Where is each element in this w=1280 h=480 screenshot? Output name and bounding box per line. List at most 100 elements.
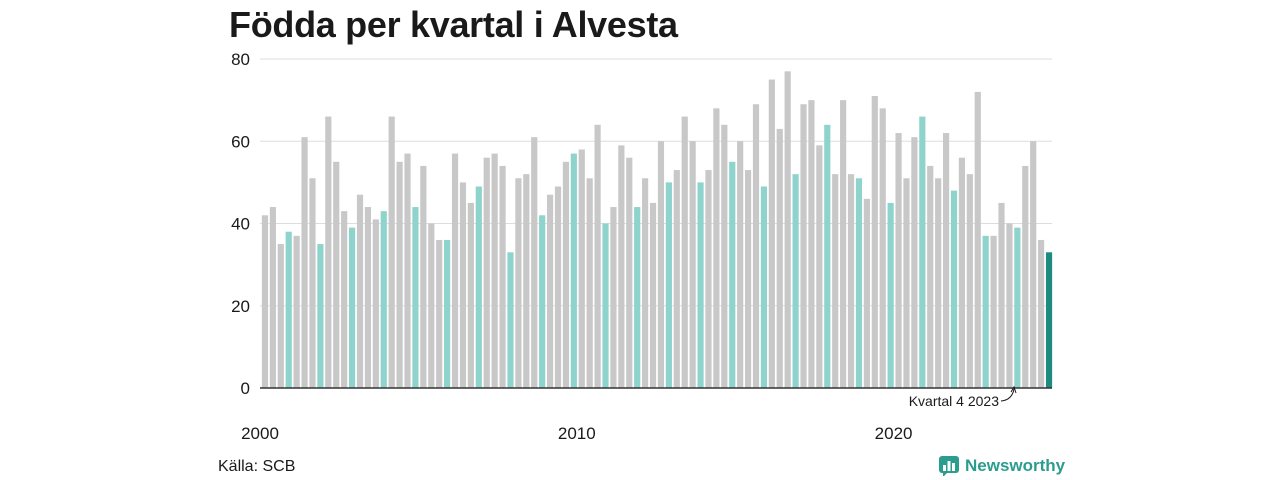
bar bbox=[380, 211, 387, 388]
bar bbox=[531, 137, 538, 388]
bars bbox=[261, 71, 1053, 389]
x-tick-label: 2020 bbox=[875, 424, 913, 443]
bar bbox=[261, 215, 269, 388]
bar bbox=[705, 170, 712, 388]
bar bbox=[475, 186, 482, 388]
y-tick-label: 60 bbox=[231, 132, 250, 151]
annotation-arrow bbox=[1000, 388, 1015, 402]
bar bbox=[586, 178, 593, 388]
bar bbox=[412, 207, 419, 388]
bar bbox=[808, 100, 815, 389]
bar bbox=[626, 157, 633, 388]
bar bbox=[483, 157, 490, 388]
bar bbox=[911, 137, 918, 388]
y-axis-ticks: 0 20 40 60 80 bbox=[231, 50, 250, 398]
bar bbox=[1006, 223, 1013, 388]
bar bbox=[713, 108, 720, 388]
bar bbox=[784, 71, 791, 388]
bar bbox=[942, 133, 950, 388]
bar bbox=[903, 178, 910, 388]
bar bbox=[998, 202, 1005, 388]
bar bbox=[935, 178, 942, 388]
bar bbox=[436, 239, 443, 388]
bar bbox=[974, 91, 981, 389]
bar-chart-icon bbox=[939, 456, 959, 476]
bar bbox=[546, 194, 554, 388]
bar bbox=[649, 202, 657, 388]
x-axis-ticks: 2000 2010 2020 bbox=[241, 424, 912, 443]
bar bbox=[634, 207, 641, 388]
bar bbox=[887, 202, 894, 388]
bar bbox=[855, 178, 863, 388]
bar bbox=[681, 116, 688, 388]
bar bbox=[816, 145, 823, 388]
bar bbox=[491, 153, 498, 388]
bar bbox=[665, 182, 672, 389]
annotation-arrowhead bbox=[1010, 385, 1017, 394]
bar bbox=[467, 202, 474, 388]
bar bbox=[396, 161, 403, 388]
bar bbox=[776, 128, 783, 388]
bar bbox=[673, 170, 680, 388]
bar bbox=[1038, 239, 1045, 388]
brand-logo[interactable]: Newsworthy bbox=[939, 456, 1065, 476]
bar bbox=[364, 207, 372, 388]
bar bbox=[618, 145, 625, 388]
bar bbox=[317, 244, 324, 388]
bar bbox=[950, 190, 958, 388]
bar bbox=[1014, 227, 1021, 388]
bar bbox=[459, 182, 467, 389]
bar bbox=[729, 161, 736, 388]
bar bbox=[752, 104, 760, 389]
bar bbox=[792, 174, 799, 388]
bar bbox=[982, 235, 989, 388]
bar bbox=[744, 170, 752, 388]
bar bbox=[515, 178, 522, 388]
bar bbox=[879, 108, 886, 388]
bar bbox=[578, 149, 585, 388]
bar bbox=[800, 104, 807, 389]
bar bbox=[507, 252, 514, 388]
bar bbox=[269, 207, 276, 388]
source-label: Källa: SCB bbox=[218, 458, 296, 475]
bar bbox=[1045, 252, 1053, 388]
bar bbox=[499, 165, 506, 388]
annotation: Kvartal 4 2023 bbox=[909, 385, 1017, 409]
bar bbox=[966, 174, 973, 388]
bar bbox=[863, 198, 870, 388]
bar bbox=[768, 79, 775, 388]
bar bbox=[689, 141, 696, 388]
bar bbox=[594, 124, 601, 389]
bar bbox=[602, 223, 609, 388]
bar bbox=[285, 231, 292, 388]
bar bbox=[610, 207, 617, 388]
bar bbox=[927, 165, 934, 388]
y-tick-label: 80 bbox=[231, 50, 250, 69]
bar bbox=[721, 124, 728, 389]
bar bbox=[420, 165, 427, 388]
bar bbox=[341, 211, 348, 388]
bar bbox=[444, 239, 451, 388]
bar bbox=[697, 182, 704, 389]
bar bbox=[356, 194, 364, 388]
bar bbox=[428, 223, 435, 388]
bar bbox=[840, 100, 847, 389]
bar bbox=[760, 186, 768, 388]
bar bbox=[990, 235, 997, 388]
bar bbox=[570, 153, 577, 388]
bar bbox=[832, 174, 839, 388]
bar bbox=[325, 116, 332, 388]
bar bbox=[1022, 165, 1029, 388]
bar bbox=[277, 244, 284, 388]
brand-name: Newsworthy bbox=[965, 456, 1066, 475]
bar bbox=[642, 178, 649, 388]
y-tick-label: 0 bbox=[241, 379, 250, 398]
bar bbox=[895, 133, 902, 388]
bar bbox=[348, 227, 356, 388]
y-tick-label: 20 bbox=[231, 297, 250, 316]
bar bbox=[523, 174, 530, 388]
bar bbox=[388, 116, 395, 388]
bar bbox=[333, 161, 340, 388]
bar bbox=[301, 137, 308, 388]
